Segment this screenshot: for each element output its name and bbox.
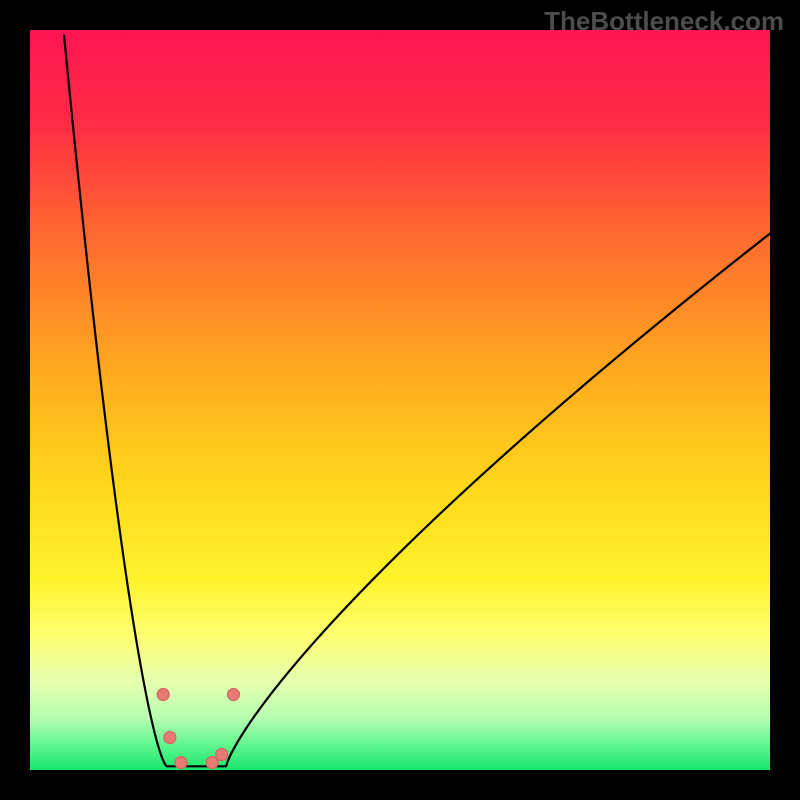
- sweet-spot-marker: [157, 689, 169, 701]
- sweet-spot-marker: [164, 731, 176, 743]
- sweet-spot-marker: [228, 689, 240, 701]
- bottleneck-curve-chart: [30, 30, 770, 770]
- sweet-spot-marker: [175, 757, 187, 769]
- sweet-spot-marker: [206, 757, 218, 769]
- chart-background: [30, 30, 770, 770]
- watermark-text: TheBottleneck.com: [544, 6, 784, 37]
- sweet-spot-marker: [216, 748, 228, 760]
